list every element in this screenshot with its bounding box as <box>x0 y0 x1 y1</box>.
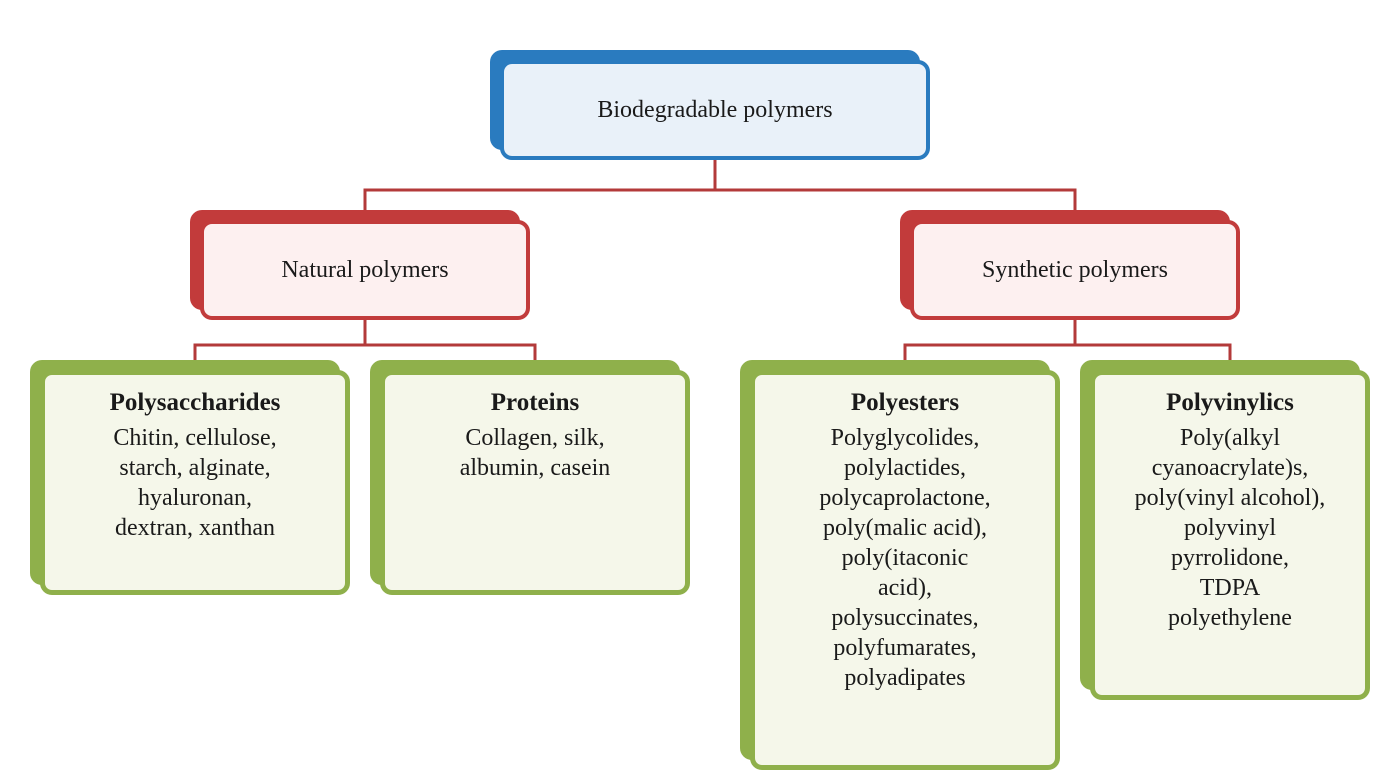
node-root-label: Biodegradable polymers <box>597 97 832 124</box>
node-polysaccharides-body: Chitin, cellulose, starch, alginate, hya… <box>113 423 276 543</box>
node-polysaccharides-box: Polysaccharides Chitin, cellulose, starc… <box>40 370 350 595</box>
node-polyvinylics: Polyvinylics Poly(alkyl cyanoacrylate)s,… <box>1080 360 1370 700</box>
node-synthetic: Synthetic polymers <box>900 210 1240 320</box>
node-polysaccharides-title: Polysaccharides <box>110 389 281 417</box>
node-natural-label: Natural polymers <box>281 257 448 284</box>
node-polyvinylics-box: Polyvinylics Poly(alkyl cyanoacrylate)s,… <box>1090 370 1370 700</box>
node-proteins: Proteins Collagen, silk, albumin, casein <box>370 360 690 595</box>
node-proteins-body: Collagen, silk, albumin, casein <box>460 423 611 483</box>
node-synthetic-box: Synthetic polymers <box>910 220 1240 320</box>
node-polyesters-body: Polyglycolides, polylactides, polycaprol… <box>819 423 990 693</box>
node-polyvinylics-title: Polyvinylics <box>1166 389 1294 417</box>
node-polyesters-box: Polyesters Polyglycolides, polylactides,… <box>750 370 1060 770</box>
node-proteins-box: Proteins Collagen, silk, albumin, casein <box>380 370 690 595</box>
polymer-tree-diagram: Biodegradable polymers Natural polymers … <box>20 20 1368 763</box>
node-synthetic-label: Synthetic polymers <box>982 257 1168 284</box>
node-polyesters-title: Polyesters <box>851 389 959 417</box>
node-natural-box: Natural polymers <box>200 220 530 320</box>
node-proteins-title: Proteins <box>491 389 579 417</box>
node-root-box: Biodegradable polymers <box>500 60 930 160</box>
node-polyvinylics-body: Poly(alkyl cyanoacrylate)s, poly(vinyl a… <box>1135 423 1326 633</box>
node-polyesters: Polyesters Polyglycolides, polylactides,… <box>740 360 1060 770</box>
node-polysaccharides: Polysaccharides Chitin, cellulose, starc… <box>30 360 350 595</box>
node-root: Biodegradable polymers <box>490 50 930 160</box>
node-natural: Natural polymers <box>190 210 530 320</box>
